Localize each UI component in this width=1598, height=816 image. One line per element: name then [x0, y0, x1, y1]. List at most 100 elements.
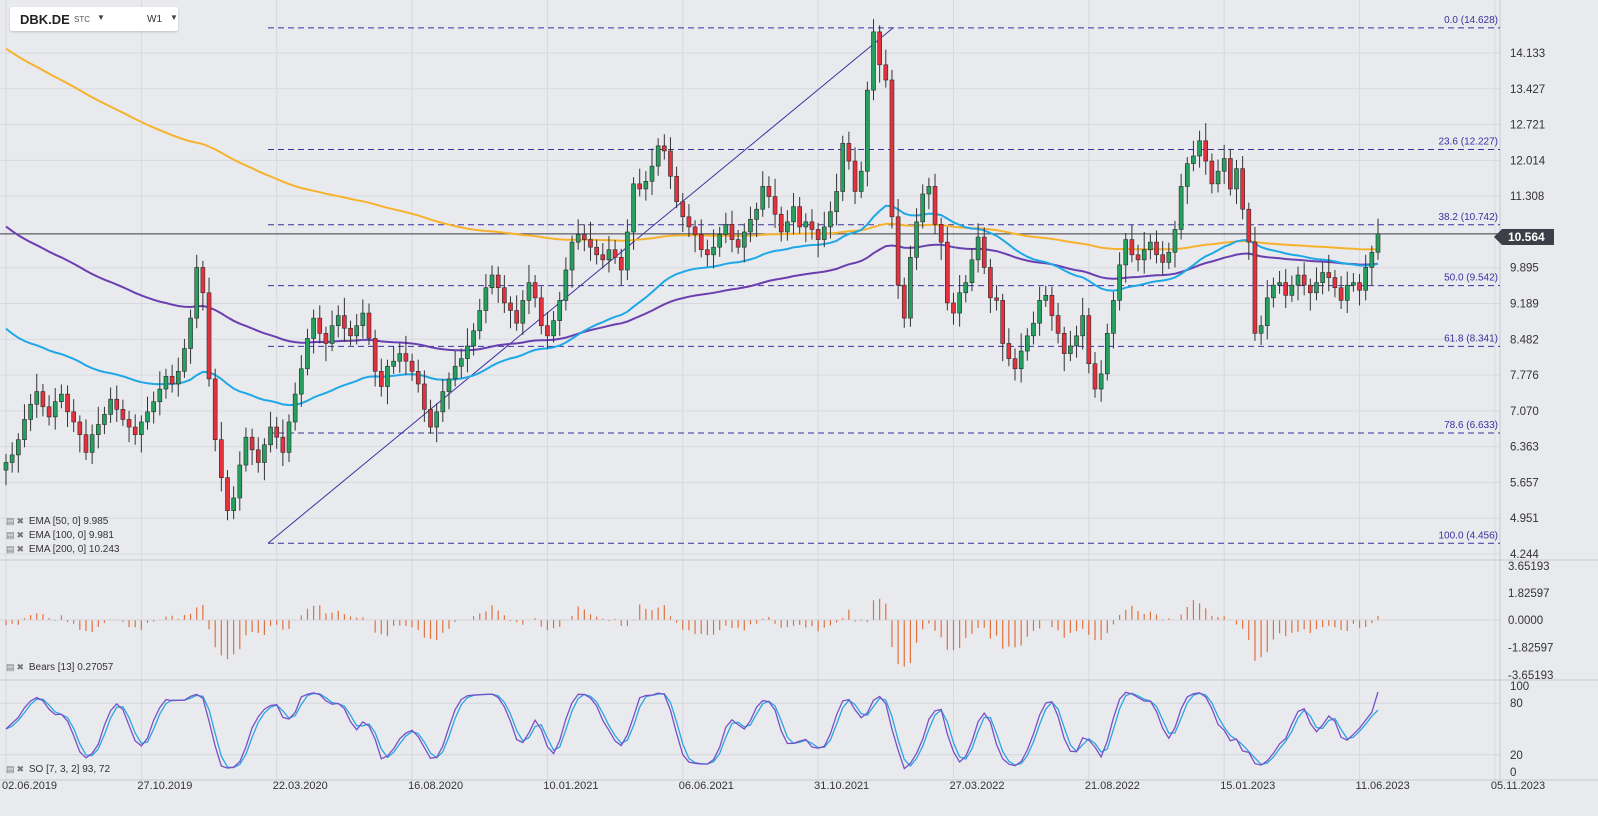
candle-body [1172, 229, 1178, 253]
candle-body [360, 312, 366, 327]
close-icon[interactable]: ✖ [16, 662, 25, 672]
candle-body [889, 79, 895, 218]
candle-body [1314, 282, 1319, 294]
y-tick-label: 7.776 [1510, 370, 1539, 382]
fib-trend-line [267, 27, 894, 544]
candle-body [446, 378, 452, 392]
timeframe-label[interactable]: W1 [147, 14, 162, 25]
candle-body [1141, 249, 1147, 261]
candle-body [778, 213, 784, 233]
candle-body [1363, 267, 1368, 291]
menu-icon[interactable]: ▤ [6, 516, 15, 526]
candle-body [1025, 335, 1030, 352]
candle-body [342, 315, 347, 329]
candle-body [1215, 170, 1221, 185]
candle-body [59, 393, 64, 403]
close-icon[interactable]: ✖ [16, 544, 25, 554]
legend-bears[interactable]: ▤ ✖ Bears [13] 0.27057 [6, 661, 113, 673]
candle-body [200, 267, 206, 294]
candle-body [335, 315, 341, 327]
candle-body [1191, 155, 1196, 164]
candle-body [299, 368, 304, 395]
candle-body [323, 333, 329, 344]
candle-body [9, 454, 15, 463]
y-tick-label: 12.014 [1510, 155, 1546, 167]
y-tick-label: 14.133 [1510, 48, 1545, 60]
candle-body [1160, 254, 1165, 263]
candle-body [963, 282, 969, 294]
legend-so[interactable]: ▤ ✖ SO [7, 3, 2] 93, 72 [6, 763, 110, 775]
candle-body [945, 241, 950, 304]
symbol-name[interactable]: DBK.DE [20, 12, 70, 27]
candle-body [1055, 315, 1061, 334]
ema100-line [5, 225, 1379, 352]
y-tick-label: 8.482 [1510, 334, 1539, 346]
candle-body [175, 371, 181, 385]
candle-body [139, 421, 144, 435]
candle-body [1283, 282, 1289, 296]
close-icon[interactable]: ✖ [16, 516, 25, 526]
chevron-down-icon[interactable]: ▼ [170, 13, 178, 22]
candle-body [268, 426, 273, 446]
candle-body [391, 360, 396, 367]
candle-body [1049, 295, 1055, 316]
fibonacci-retracement[interactable]: 0.0 (14.628) 23.6 (12.227) 38.2 (10.742) 50… [267, 15, 1500, 544]
legend-ema100[interactable]: ▤ ✖ EMA [100, 0] 9.981 [6, 529, 114, 541]
candle-body [840, 143, 846, 192]
x-tick-label: 16.08.2020 [408, 780, 463, 792]
candle-body [563, 269, 569, 301]
candle-body [834, 191, 839, 213]
candle-body [754, 208, 759, 220]
menu-icon[interactable]: ▤ [6, 530, 15, 540]
candle-body [1301, 274, 1307, 286]
candle-body [606, 249, 612, 261]
candle-body [994, 297, 999, 301]
y-tick-label: 5.657 [1510, 477, 1539, 489]
candle-body [329, 325, 335, 344]
candle-body [440, 391, 446, 413]
candle-body [988, 267, 993, 299]
candle-body [914, 221, 919, 258]
menu-icon[interactable]: ▤ [6, 544, 15, 554]
legend-ema200[interactable]: ▤ ✖ EMA [200, 0] 10.243 [6, 543, 119, 555]
candle-body [1308, 284, 1313, 294]
candle-body [957, 292, 962, 314]
chevron-down-icon[interactable]: ▼ [97, 13, 105, 22]
y-tick-label: 13.427 [1510, 84, 1545, 96]
candle-body [969, 259, 975, 283]
candle-body [662, 145, 667, 152]
candle-body [735, 239, 741, 248]
candle-body [219, 439, 224, 479]
candle-body [508, 302, 513, 311]
so-k-line [5, 691, 1379, 770]
candle-body [477, 310, 483, 332]
candle-body [151, 401, 156, 413]
legend-so-label: SO [7, 3, 2] 93, 72 [28, 764, 111, 775]
candle-body [1375, 233, 1381, 253]
symbol-selector[interactable]: DBK.DE STC ▼ W1 ▼ [10, 7, 178, 31]
candle-body [618, 257, 624, 271]
candle-body [1184, 163, 1190, 187]
candle-body [766, 186, 772, 197]
candle-body [741, 231, 747, 248]
candle-body [114, 398, 120, 410]
candle-body [280, 436, 286, 453]
close-icon[interactable]: ✖ [16, 764, 25, 774]
candle-body [1074, 335, 1079, 347]
legend-ema50[interactable]: ▤ ✖ EMA [50, 0] 9.985 [6, 515, 108, 527]
candle-body [883, 64, 889, 81]
candle-body [397, 353, 403, 362]
close-icon[interactable]: ✖ [16, 530, 25, 540]
candle-body [237, 464, 243, 499]
candle-body [16, 439, 21, 456]
fib-level-label: 78.6 (6.633) [1444, 420, 1498, 431]
candle-body [932, 186, 938, 225]
candle-body [803, 221, 809, 228]
candle-body [422, 383, 427, 410]
chart-grid [0, 0, 1598, 781]
candle-body [1000, 300, 1005, 344]
menu-icon[interactable]: ▤ [6, 662, 15, 672]
menu-icon[interactable]: ▤ [6, 764, 15, 774]
candle-body [1148, 241, 1153, 251]
